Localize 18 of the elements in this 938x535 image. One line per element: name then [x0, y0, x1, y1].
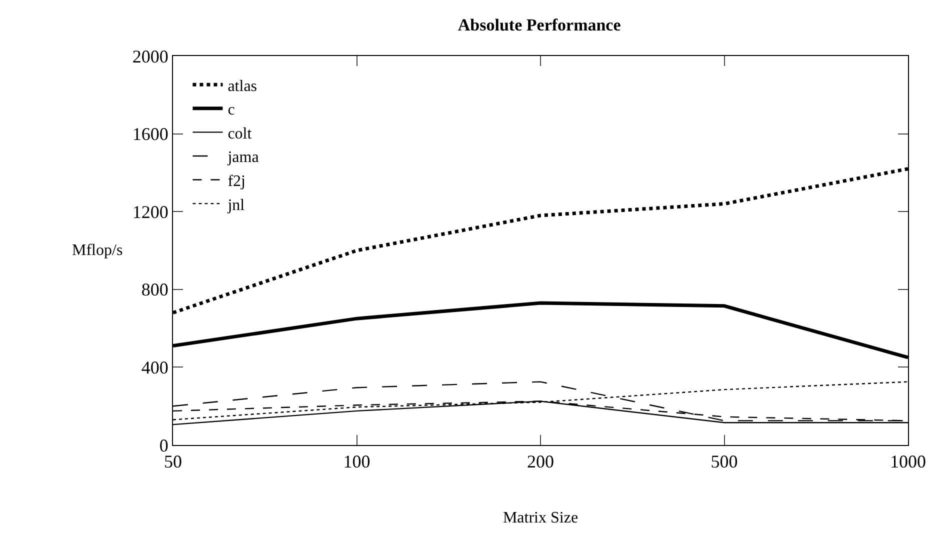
legend-label: jnl: [226, 196, 246, 214]
y-axis-title: Mflop/s: [72, 242, 123, 259]
y-tick-label: 800: [141, 280, 168, 300]
y-tick-label: 2000: [132, 46, 168, 66]
x-tick-label: 1000: [890, 452, 926, 472]
x-tick-label: 200: [527, 452, 554, 472]
legend-label: jama: [226, 149, 259, 166]
x-axis-title: Matrix Size: [502, 509, 578, 526]
chart-title: Absolute Performance: [458, 16, 622, 35]
legend-label: colt: [228, 125, 252, 142]
legend-label: c: [228, 102, 235, 119]
legend-label: f2j: [228, 173, 246, 190]
x-tick-label: 500: [710, 452, 738, 472]
legend-label: atlas: [228, 78, 258, 95]
y-tick-label: 1200: [132, 202, 168, 222]
x-tick-label: 100: [343, 452, 370, 472]
y-tick-label: 400: [141, 358, 168, 378]
y-tick-label: 1600: [132, 124, 168, 144]
